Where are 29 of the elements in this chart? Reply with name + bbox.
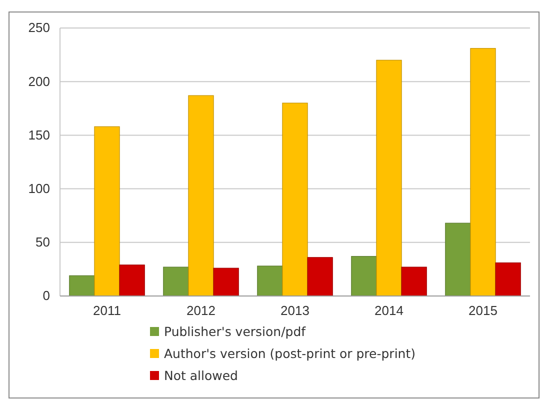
legend-label: Author's version (post-print or pre-print): [164, 346, 416, 361]
x-tick-label: 2013: [280, 303, 310, 318]
bar: [257, 266, 283, 296]
bar: [495, 262, 521, 296]
y-tick-label: 200: [28, 74, 50, 89]
bar: [470, 48, 496, 296]
legend-label: Publisher's version/pdf: [164, 324, 306, 339]
y-tick-label: 0: [42, 288, 50, 304]
x-tick-label: 2014: [374, 303, 404, 318]
bar: [119, 264, 145, 296]
y-tick-label: 100: [28, 180, 50, 196]
y-tick-label: 250: [28, 20, 50, 36]
x-tick-label: 2015: [468, 303, 498, 318]
bar: [282, 102, 308, 296]
y-tick-label: 50: [36, 234, 50, 250]
bar: [351, 256, 377, 296]
legend-label: Not allowed: [164, 368, 238, 383]
bar: [376, 60, 402, 296]
bar: [188, 95, 214, 296]
x-tick-label: 2011: [93, 303, 121, 318]
bar: [213, 268, 239, 296]
bar: [163, 266, 189, 296]
bar: [307, 257, 333, 296]
bar: [445, 222, 471, 296]
bar: [401, 266, 427, 296]
bar: [94, 126, 120, 296]
x-tick-label: 2012: [186, 303, 216, 318]
y-tick-label: 150: [28, 127, 50, 142]
bar: [69, 275, 95, 296]
